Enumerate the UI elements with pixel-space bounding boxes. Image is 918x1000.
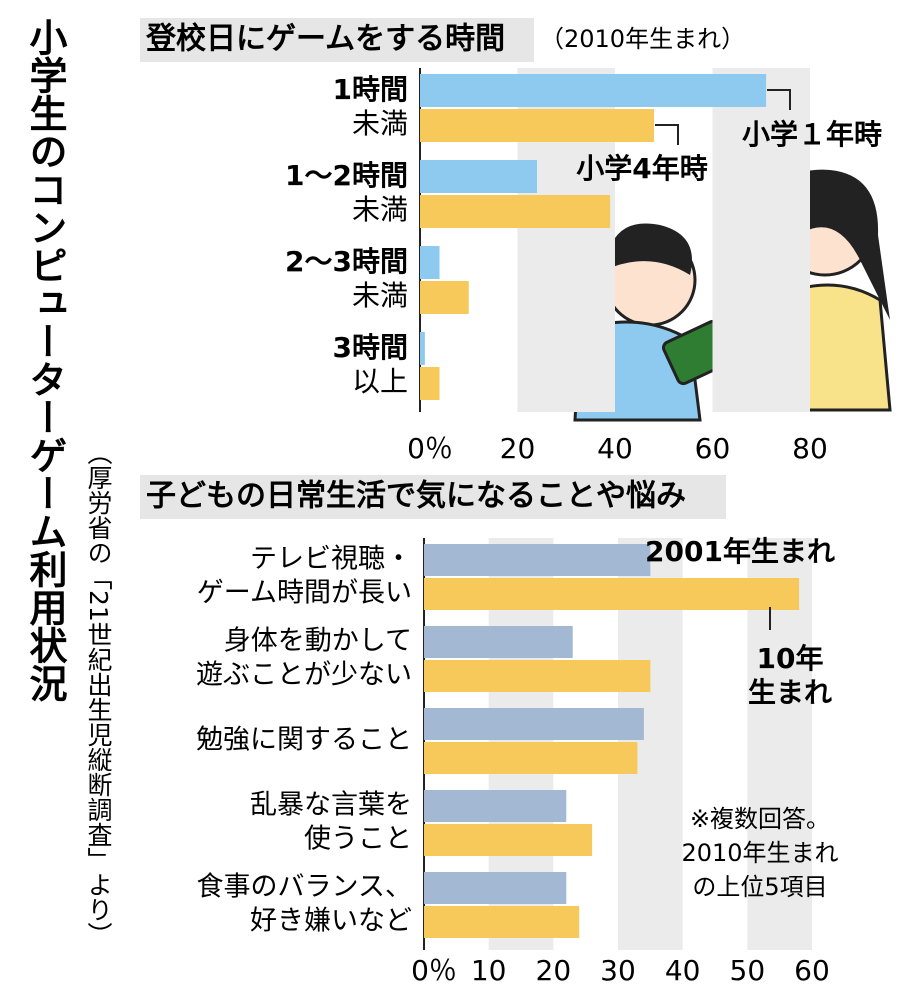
bar xyxy=(420,332,425,365)
title-bg xyxy=(140,18,534,62)
x-tick-label: 40 xyxy=(597,432,633,465)
legend-label: 小学4年時 xyxy=(576,152,707,185)
chart-title: 子どもの日常生活で気になることや悩み xyxy=(146,479,686,514)
bar xyxy=(424,790,567,822)
bar xyxy=(424,824,593,856)
y-tick-label: テレビ視聴・ xyxy=(250,544,412,575)
x-tick-label: 20 xyxy=(536,954,572,987)
bar xyxy=(424,544,651,576)
bar xyxy=(420,281,469,314)
y-tick-label: 未満 xyxy=(352,279,408,312)
bar xyxy=(424,872,567,904)
chart-subtitle: （2010年生まれ） xyxy=(540,25,745,53)
x-tick-label: 80 xyxy=(792,432,828,465)
annotation: 2010年生まれ xyxy=(681,839,838,867)
y-tick-label: 1〜2時間 xyxy=(285,159,408,192)
annotation: ※複数回答。 xyxy=(690,805,830,833)
y-tick-label: 1時間 xyxy=(333,73,408,106)
x-tick-label: 20 xyxy=(500,432,536,465)
bar xyxy=(420,160,537,193)
y-tick-label: 勉強に関すること xyxy=(196,725,412,756)
grid-band xyxy=(712,68,810,412)
y-tick-label: 食事のバランス、 xyxy=(197,872,412,903)
leader-line xyxy=(767,89,791,110)
y-tick-label: 2〜3時間 xyxy=(285,245,408,278)
x-tick-label: 0％ xyxy=(411,954,457,987)
y-tick-label: 乱暴な言葉を xyxy=(250,790,412,821)
bar xyxy=(420,246,440,279)
bar xyxy=(420,367,440,400)
y-tick-label: 使うこと xyxy=(304,824,412,855)
legend-label: 生まれ xyxy=(748,676,832,709)
leader-line xyxy=(655,124,679,145)
x-tick-label: 60 xyxy=(794,954,830,987)
main-title: 小学生のコンピューターゲーム利用状況 xyxy=(23,18,67,702)
y-tick-label: 以上 xyxy=(352,365,408,398)
source: （厚労省の「21世紀出生児縦断調査」より） xyxy=(84,440,113,947)
x-tick-label: 10 xyxy=(471,954,507,987)
bar xyxy=(424,708,644,740)
y-tick-label: 遊ぶことが少ない xyxy=(196,660,412,691)
bar xyxy=(424,626,573,658)
bar xyxy=(424,742,638,774)
y-tick-label: 3時間 xyxy=(333,331,408,364)
bar xyxy=(424,906,580,938)
legend-label: 小学１年時 xyxy=(742,118,882,151)
y-tick-label: ゲーム時間が長い xyxy=(197,578,412,609)
x-tick-label: 0％ xyxy=(407,432,453,465)
legend-label: 10年 xyxy=(757,642,824,675)
y-tick-label: 未満 xyxy=(352,193,408,226)
bar xyxy=(420,195,611,228)
y-tick-label: 身体を動かして xyxy=(224,626,412,657)
x-tick-label: 30 xyxy=(600,954,636,987)
chart-title: 登校日にゲームをする時間 xyxy=(145,22,505,57)
x-tick-label: 50 xyxy=(730,954,766,987)
bar xyxy=(424,578,800,610)
title-bg xyxy=(140,475,726,519)
x-tick-label: 40 xyxy=(665,954,701,987)
bar xyxy=(424,660,651,692)
y-tick-label: 好き嫌いなど xyxy=(250,906,412,937)
bar xyxy=(420,109,654,142)
annotation: の上位5項目 xyxy=(692,873,827,901)
y-tick-label: 未満 xyxy=(352,107,408,140)
bar xyxy=(420,74,767,107)
legend-label: 2001年生まれ xyxy=(645,535,835,568)
x-tick-label: 60 xyxy=(695,432,731,465)
